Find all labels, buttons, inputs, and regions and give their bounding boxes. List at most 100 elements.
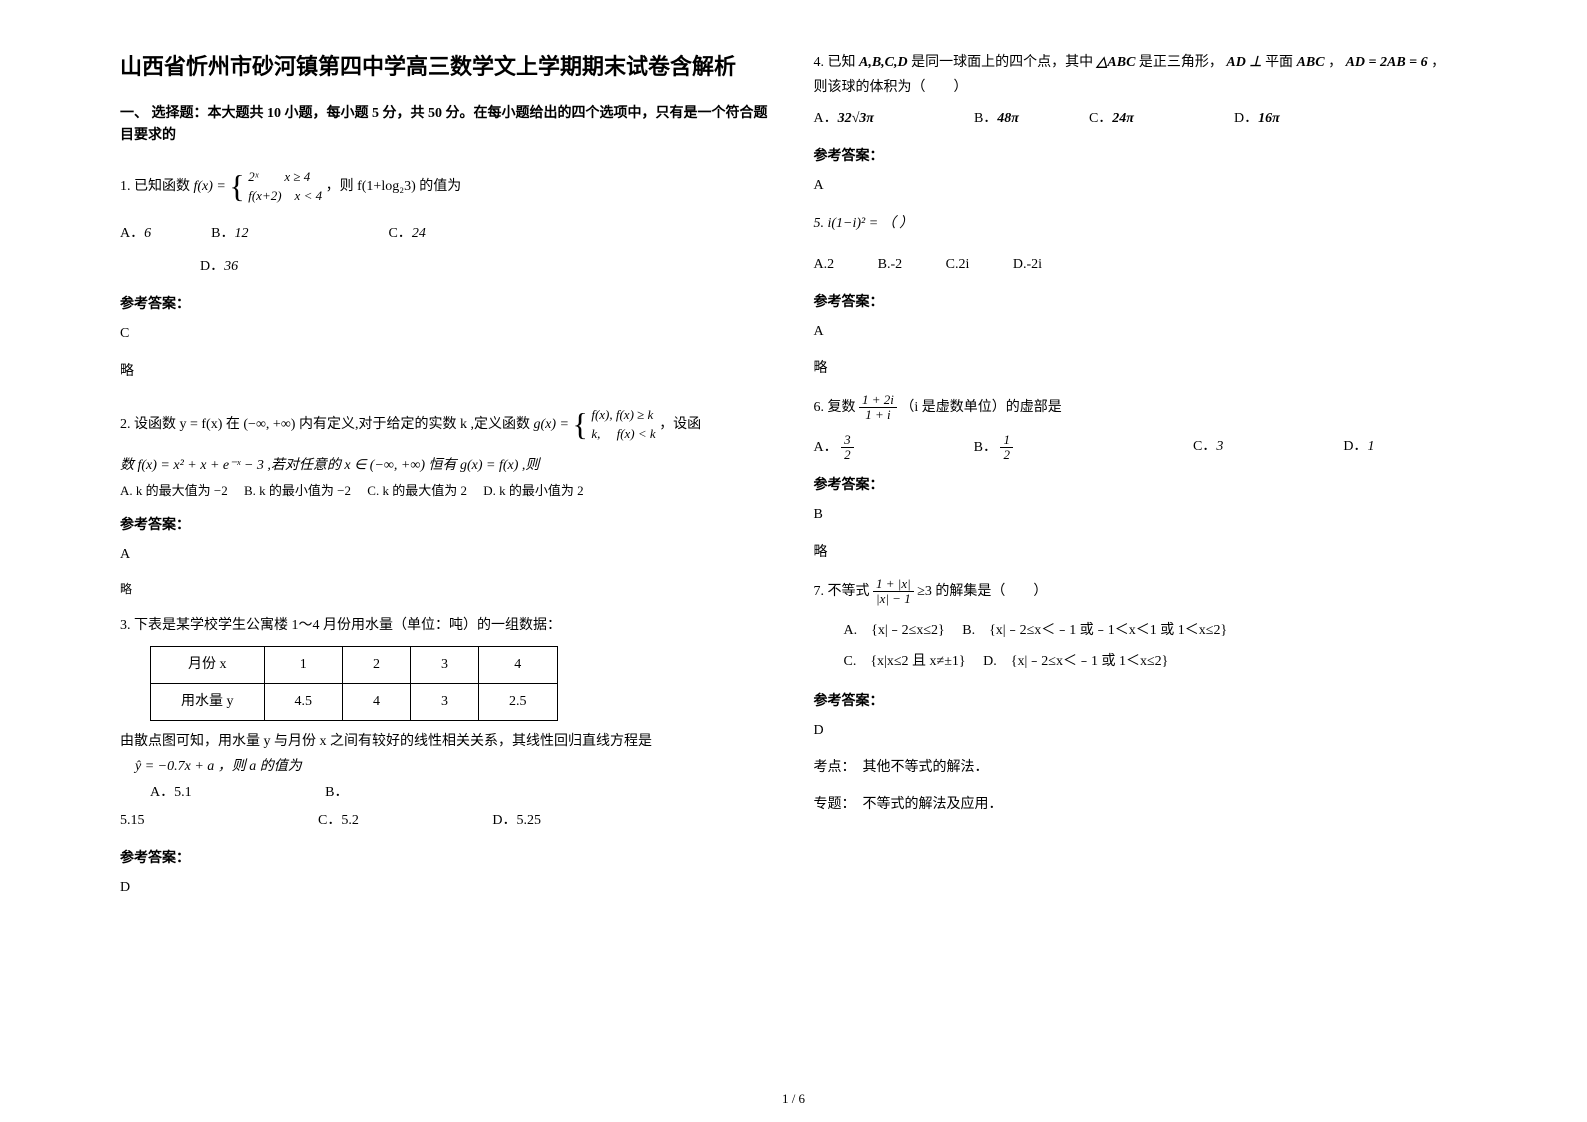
- q7-frac: 1 + |x| |x| − 1: [873, 577, 914, 607]
- q5-answer: A: [814, 319, 1468, 344]
- q3-line3: ŷ = −0.7x + a ，则 a 的值为: [135, 754, 774, 779]
- q1-pieces: 2ˣ x ≥ 4 f(x+2) x < 4: [248, 168, 322, 204]
- q3-th3: 3: [411, 646, 479, 683]
- q3-options-row1: A．5.1 B．: [120, 779, 774, 807]
- q1-optB: B．12: [211, 220, 248, 248]
- q3-table: 月份 x 1 2 3 4 用水量 y 4.5 4 3 2.5: [150, 646, 558, 721]
- q4-e: ，: [1328, 55, 1342, 70]
- q7-prefix: 7. 不等式: [814, 584, 870, 599]
- q1-formula-left: f(x) =: [194, 179, 226, 194]
- q2-g: g(x) =: [533, 417, 569, 432]
- q2-line2: 数 f(x) = x² + x + e⁻ˣ − 3 ,若对任意的 x ∈ (−∞…: [120, 453, 774, 478]
- q4-d: 平面: [1265, 55, 1293, 70]
- q7-optB: B. {x|﹣2≤x＜﹣1 或﹣1＜x＜1 或 1＜x≤2}: [962, 623, 1227, 638]
- q5-optA: A.2: [814, 251, 835, 279]
- q1-piece1: 2ˣ x ≥ 4: [248, 169, 310, 184]
- q4-line2: 则该球的体积为（ ）: [814, 75, 1468, 100]
- q2-answer: A: [120, 542, 774, 567]
- q3-text: 3. 下表是某学校学生公寓楼 1～4 月份用水量（单位：吨）的一组数据：: [120, 613, 774, 638]
- q7-row1: A. {x|﹣2≤x≤2} B. {x|﹣2≤x＜﹣1 或﹣1＜x＜1 或 1＜…: [844, 616, 1468, 647]
- q3-th4: 4: [479, 646, 558, 683]
- q3-table-header-row: 月份 x 1 2 3 4: [151, 646, 558, 683]
- q6-options: A． 3 2 B． 1 2 C．3 D．1: [814, 433, 1468, 463]
- q1-answer-extra: 略: [120, 359, 774, 384]
- q2-line1b: ，设函: [659, 417, 701, 432]
- q7-den: |x| − 1: [873, 592, 914, 606]
- q1-piecewise: { 2ˣ x ≥ 4 f(x+2) x < 4: [229, 158, 322, 216]
- q2-answer-label: 参考答案：: [120, 514, 774, 534]
- q1-optD: D．36: [200, 259, 238, 274]
- q4-options: A．32√3π B．48π C．24π D．16π: [814, 105, 1468, 133]
- q5-optB: B.-2: [878, 251, 903, 279]
- q4-b: 是同一球面上的四个点，其中: [911, 55, 1093, 70]
- q2-piece1: f(x), f(x) ≥ k: [591, 407, 653, 422]
- q5-answer-extra: 略: [814, 356, 1468, 381]
- q2-options: A. k 的最大值为 −2 B. k 的最小值为 −2 C. k 的最大值为 2…: [120, 479, 774, 502]
- q4-eq: AD = 2AB = 6: [1346, 55, 1428, 70]
- q7-optD: D. {x|﹣2≤x＜﹣1 或 1＜x≤2}: [983, 654, 1168, 669]
- q6-suffix: （i 是虚数单位）的虚部是: [900, 400, 1061, 415]
- q3-td1: 4.5: [264, 683, 343, 720]
- question-3: 3. 下表是某学校学生公寓楼 1～4 月份用水量（单位：吨）的一组数据： 月份 …: [120, 613, 774, 836]
- q6-prefix: 6. 复数: [814, 400, 856, 415]
- q5-options: A.2 B.-2 C.2i D.-2i: [814, 251, 1468, 279]
- q4-ad: AD ⊥: [1226, 55, 1261, 70]
- q3-answer: D: [120, 875, 774, 900]
- q7-num: 1 + |x|: [873, 577, 914, 592]
- page-number: 1 / 6: [782, 1091, 805, 1107]
- q4-optD: D．16π: [1234, 105, 1280, 133]
- q2-line1: 2. 设函数 y = f(x) 在 (−∞, +∞) 内有定义,对于给定的实数 …: [120, 396, 774, 454]
- q3-options-row2: 5.15 C．5.2 D．5.25: [120, 807, 774, 835]
- q4-optC: C．24π: [1089, 105, 1134, 133]
- q7-answer-label: 参考答案：: [814, 690, 1468, 710]
- q4-a: 4. 已知: [814, 55, 856, 70]
- q3-td0: 用水量 y: [151, 683, 265, 720]
- question-4: 4. 已知 A,B,C,D 是同一球面上的四个点，其中 △ABC 是正三角形， …: [814, 50, 1468, 133]
- q6-answer-extra: 略: [814, 540, 1468, 565]
- question-5: 5. i(1−i)² = （ ） A.2 B.-2 C.2i D.-2i: [814, 211, 1468, 279]
- question-2: 2. 设函数 y = f(x) 在 (−∞, +∞) 内有定义,对于给定的实数 …: [120, 396, 774, 502]
- q4-abcd: A,B,C,D: [859, 55, 908, 70]
- q3-table-data-row: 用水量 y 4.5 4 3 2.5: [151, 683, 558, 720]
- q1-options: A．6 B．12 C．24: [120, 220, 774, 248]
- q1-optD-row: D．36: [200, 253, 774, 281]
- q4-optA: A．32√3π: [814, 105, 874, 133]
- q6-optB-frac: 1 2: [1000, 433, 1013, 463]
- q7-options: A. {x|﹣2≤x≤2} B. {x|﹣2≤x＜﹣1 或﹣1＜x＜1 或 1＜…: [844, 616, 1468, 678]
- q4-answer: A: [814, 173, 1468, 198]
- q1-answer-label: 参考答案：: [120, 293, 774, 313]
- question-7: 7. 不等式 1 + |x| |x| − 1 ≥3 的解集是（ ） A. {x|…: [814, 577, 1468, 678]
- q4-abc2: ABC: [1297, 55, 1325, 70]
- q3-optC: C．5.2: [318, 813, 359, 828]
- q3-th1: 1: [264, 646, 343, 683]
- q6-frac: 1 + 2i 1 + i: [859, 393, 897, 423]
- q7-text: 7. 不等式 1 + |x| |x| − 1 ≥3 的解集是（ ）: [814, 577, 1468, 607]
- q3-line2: 由散点图可知，用水量 y 与月份 x 之间有较好的线性相关关系，其线性回归直线方…: [120, 729, 774, 754]
- q4-abc: △ABC: [1097, 55, 1136, 70]
- q3-th0: 月份 x: [151, 646, 265, 683]
- q4-c: 是正三角形，: [1139, 55, 1223, 70]
- q2-optC: C. k 的最大值为 2: [367, 483, 467, 498]
- q1-text: 1. 已知函数 f(x) = { 2ˣ x ≥ 4 f(x+2) x < 4 ，…: [120, 158, 774, 216]
- q1-suffix: ，则 f(1+log₂3) 的值为: [326, 179, 462, 194]
- q3-answer-label: 参考答案：: [120, 847, 774, 867]
- q1-answer: C: [120, 321, 774, 346]
- q2-line1a: 2. 设函数 y = f(x) 在 (−∞, +∞) 内有定义,对于给定的实数 …: [120, 417, 530, 432]
- left-column: 山西省忻州市砂河镇第四中学高三数学文上学期期末试卷含解析 一、 选择题：本大题共…: [100, 50, 794, 1092]
- q2-optD: D. k 的最小值为 2: [483, 483, 583, 498]
- q3-td2: 4: [343, 683, 411, 720]
- q5-optC: C.2i: [946, 251, 970, 279]
- q7-optC: C. {x|x≤2 且 x≠±1}: [844, 654, 966, 669]
- q6-answer-label: 参考答案：: [814, 474, 1468, 494]
- q1-piece2: f(x+2) x < 4: [248, 188, 322, 203]
- exam-title: 山西省忻州市砂河镇第四中学高三数学文上学期期末试卷含解析: [120, 50, 774, 83]
- q2-piece2: k, f(x) < k: [591, 426, 655, 441]
- q3-optB-next: 5.15: [120, 813, 145, 828]
- brace-icon: {: [572, 396, 587, 454]
- q3-optA: A．5.1: [150, 785, 192, 800]
- q1-optC: C．24: [388, 220, 425, 248]
- q5-optD: D.-2i: [1013, 251, 1042, 279]
- q6-optB: B． 1 2: [974, 433, 1013, 463]
- q6-optA: A． 3 2: [814, 433, 854, 463]
- question-1: 1. 已知函数 f(x) = { 2ˣ x ≥ 4 f(x+2) x < 4 ，…: [120, 158, 774, 282]
